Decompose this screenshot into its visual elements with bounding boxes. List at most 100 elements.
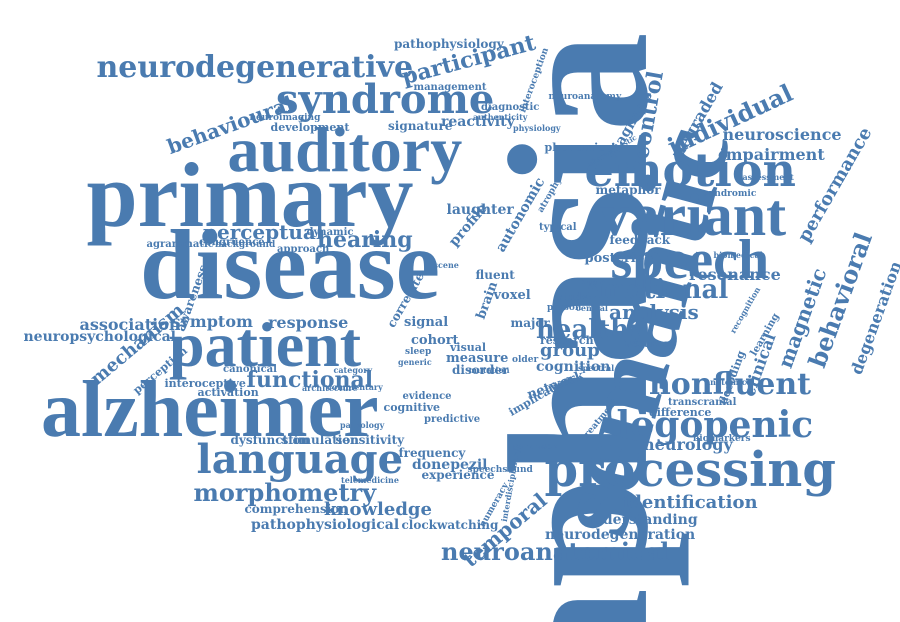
word-sleep: sleep	[405, 346, 432, 357]
word-measure: measure	[446, 350, 509, 366]
word-functional: functional	[246, 367, 374, 393]
word-metaphor: metaphor	[595, 183, 661, 197]
word-spectral: spectral	[578, 363, 615, 373]
word-association: association	[79, 315, 181, 334]
word-pathophysiology: pathophysiology	[394, 37, 504, 51]
word-syndromic: syndromic	[704, 188, 757, 199]
word-cognition: cognition	[536, 359, 611, 375]
word-emotion: emotion	[584, 143, 796, 197]
word-symptom: symptom	[171, 312, 253, 331]
word-neurodegeneration: neurodegeneration	[545, 527, 696, 543]
word-cohort: cohort	[411, 332, 459, 348]
word-identification: identification	[622, 492, 758, 513]
word-music: music	[578, 277, 606, 287]
word-evidence: evidence	[402, 391, 452, 402]
word-typical: typical	[539, 222, 577, 233]
word-patient: patient	[169, 309, 361, 380]
word-predictive: predictive	[424, 414, 481, 425]
word-group: group	[540, 340, 600, 361]
word-donepezil: donepezil	[412, 457, 488, 473]
word-person: person	[547, 302, 582, 313]
word-pathophysiological: pathophysiological	[251, 517, 400, 533]
word-telemedicine: telemedicine	[341, 475, 399, 485]
word-signature: signature	[388, 119, 453, 133]
word-impairment: impairment	[719, 145, 825, 164]
word-laughter: laughter	[446, 202, 514, 218]
word-congruence: congruence	[199, 237, 265, 248]
word-voxel: voxel	[493, 287, 531, 303]
word-neuroanatomy: neuroanatomy	[548, 91, 622, 102]
word-research: research	[540, 333, 594, 347]
word-difference: difference	[649, 405, 712, 419]
word-approach: approach	[277, 244, 330, 255]
word-alzheimer: alzheimer	[41, 366, 379, 454]
word-syndrome: syndrome	[276, 76, 495, 123]
word-neuropsychological: neuropsychological	[23, 329, 177, 345]
word-analysis: analysis	[609, 300, 699, 324]
word-development: development	[270, 120, 350, 134]
word-neuroanatomical: neuroanatomical	[441, 537, 670, 566]
word-neuroscience: neuroscience	[722, 125, 842, 144]
word-sensitivity: sensitivity	[335, 433, 405, 447]
word-understanding: understanding	[582, 512, 698, 528]
word-speechsound: speechsound	[467, 464, 533, 475]
word-recognition: recognition	[727, 285, 763, 335]
word-assessment: assessment	[742, 172, 794, 182]
word-anatomical: anatomical	[705, 377, 755, 387]
word-experience: experience	[421, 468, 495, 482]
word-fluent: fluent	[475, 268, 515, 282]
word-frequency: frequency	[398, 446, 466, 460]
word-knowledge: knowledge	[324, 499, 432, 520]
word-biomedical: biomedical	[713, 250, 763, 260]
word-signal: signal	[404, 314, 449, 330]
word-feedback: feedback	[609, 233, 671, 247]
word-hearing: hearing	[317, 227, 413, 253]
word-variant: variant	[599, 182, 787, 248]
word-healthy: healthy	[536, 315, 645, 345]
word-neurology: neurology	[643, 435, 733, 454]
word-generic: generic	[398, 357, 432, 367]
word-background: background	[215, 239, 276, 250]
word-older: older	[512, 354, 539, 365]
word-physiology: physiology	[513, 123, 561, 133]
word-mutation: mutation	[468, 365, 510, 375]
word-cognitive: cognitive	[383, 400, 441, 414]
word-clockwatching: clockwatching	[401, 518, 499, 532]
word-language: language	[196, 436, 404, 483]
word-study: study	[557, 292, 588, 303]
word-neurodegenerative: neurodegenerative	[96, 50, 414, 85]
word-dysfunction: dysfunction	[230, 433, 310, 447]
word-resonance: resonance	[689, 265, 781, 284]
word-accuracy: accuracy	[625, 339, 675, 350]
word-dynamic: dynamic	[306, 227, 354, 238]
word-speech: speech	[610, 229, 770, 291]
word-primary: primary	[86, 144, 414, 246]
word-perceptual: perceptual	[203, 220, 324, 244]
word-processing: processing	[544, 442, 836, 498]
word-logopenic: logopenic	[616, 404, 814, 446]
word-morphometry: morphometry	[193, 478, 377, 507]
word-architecture: architecture	[302, 383, 358, 393]
word-stimulation: stimulation	[281, 433, 359, 447]
word-authenticity: authenticity	[473, 112, 528, 122]
word-visual: visual	[450, 340, 487, 354]
word-posterior: posterior	[584, 250, 652, 266]
word-scene: scene	[433, 260, 459, 270]
word-auditory: auditory	[227, 114, 463, 185]
word-central: central	[576, 303, 608, 313]
word-agrammatic: agrammatic	[146, 239, 214, 250]
word-biomarkers: biomarkers	[693, 433, 751, 444]
word-activation: activation	[197, 385, 259, 399]
word-response: response	[268, 313, 349, 332]
word-nonfluent: nonfluent	[649, 367, 812, 402]
word-pathology: pathology	[340, 420, 385, 430]
word-canonical: canonical	[223, 364, 277, 375]
word-emotional: emotional	[582, 275, 729, 305]
word-diagnostic: diagnostic	[481, 102, 540, 113]
word-disorder: disorder	[452, 363, 509, 377]
word-interoceptive: interoceptive	[164, 376, 246, 390]
word-parkinson: parkinson	[512, 441, 558, 451]
word-comprehension: comprehension	[244, 502, 348, 516]
word-phonemic: phonemic	[544, 140, 606, 154]
